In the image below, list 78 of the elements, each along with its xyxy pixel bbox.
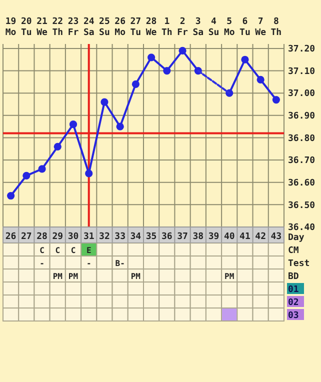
x2-tick-label: 20 Tu (20, 17, 32, 38)
text: PM (224, 272, 234, 281)
x-tick-label: 28 (36, 232, 48, 242)
y-tick-label: 37.00 (288, 89, 316, 100)
x2-tick-label: 21 We (36, 17, 48, 38)
x-tick-label: 43 (270, 232, 282, 242)
x-tick-label: 41 (240, 232, 250, 242)
category-label: Test (288, 259, 310, 269)
x-tick-label: 39 (208, 232, 220, 242)
x2-tick-label: 3 Sa (192, 17, 204, 38)
category-label: 02 (288, 298, 299, 308)
x-tick-label: 37 (177, 232, 188, 242)
x-tick-label: 29 (52, 232, 64, 242)
category-label: CM (288, 246, 299, 256)
text: C (70, 246, 76, 255)
point (163, 66, 171, 75)
x-axis-title: Day (288, 233, 305, 243)
y-tick-label: 36.50 (288, 200, 316, 211)
x-tick-label: 30 (68, 232, 79, 242)
point (7, 192, 15, 200)
category-label: 01 (288, 285, 299, 295)
x2-tick-label: 24 Sa (83, 17, 95, 38)
x2-tick-label: 28 We (146, 17, 158, 38)
y-tick-label: 36.60 (288, 178, 316, 189)
x2-tick-label: 5 Mo (224, 17, 235, 38)
x-tick-label: 27 (20, 232, 32, 242)
x2-tick-label: 19 Mo (5, 17, 16, 38)
y-tick-label: 36.70 (288, 156, 316, 166)
x-tick-label: 26 (5, 232, 16, 242)
category-label: 03 (288, 311, 299, 321)
y-tick-label: 37.10 (288, 66, 316, 77)
text: C (55, 246, 60, 255)
text: - (86, 259, 92, 268)
x-tick-label: 31 (83, 232, 94, 242)
text: C (40, 246, 44, 255)
x-tick-label: 35 (146, 232, 157, 242)
x-tick-label: 42 (255, 232, 266, 242)
point (272, 96, 280, 104)
x-tick-label: 38 (192, 232, 204, 242)
point (256, 76, 264, 84)
x2-tick-label: 6 Tu (240, 17, 250, 38)
x2-tick-label: 22 Th (52, 17, 64, 38)
x2-tick-label: 7 We (255, 17, 267, 38)
x2-tick-label: 1 Th (161, 17, 172, 38)
x2-tick-label: 4 Su (208, 17, 220, 38)
point (132, 80, 140, 88)
point (100, 98, 108, 106)
point (22, 172, 30, 180)
x2-tick-label: 23 Fr (68, 17, 80, 38)
x2-tick-label: 26 Mo (114, 17, 126, 38)
y-tick-label: 36.40 (288, 223, 316, 234)
y-tick-label: 37.20 (288, 44, 316, 55)
text: E (86, 246, 92, 255)
x2-tick-label: 27 Tu (130, 17, 142, 38)
text: PM (130, 272, 141, 281)
x2-tick-label: 2 Fr (177, 17, 189, 38)
point (85, 170, 93, 178)
text: PM (68, 272, 78, 281)
x-tick-label: 34 (130, 232, 142, 242)
text: B- (115, 259, 125, 268)
x-tick-label: 36 (161, 232, 172, 242)
x-tick-label: 33 (114, 232, 126, 242)
x2-tick-label: 8 Th (270, 17, 282, 38)
point (116, 122, 124, 130)
y-tick-label: 36.90 (288, 112, 316, 122)
point (241, 56, 249, 64)
x-tick-label: 32 (99, 232, 110, 242)
category-label: BD (288, 272, 299, 282)
point (178, 46, 186, 54)
text: - (40, 259, 44, 268)
point (38, 165, 46, 173)
x-tick-label: 40 (224, 232, 235, 242)
text: PM (52, 272, 62, 281)
y-tick-label: 36.80 (288, 134, 316, 144)
point (148, 54, 156, 62)
point (54, 142, 62, 150)
x2-tick-label: 25 Su (99, 17, 110, 38)
point (69, 120, 78, 128)
